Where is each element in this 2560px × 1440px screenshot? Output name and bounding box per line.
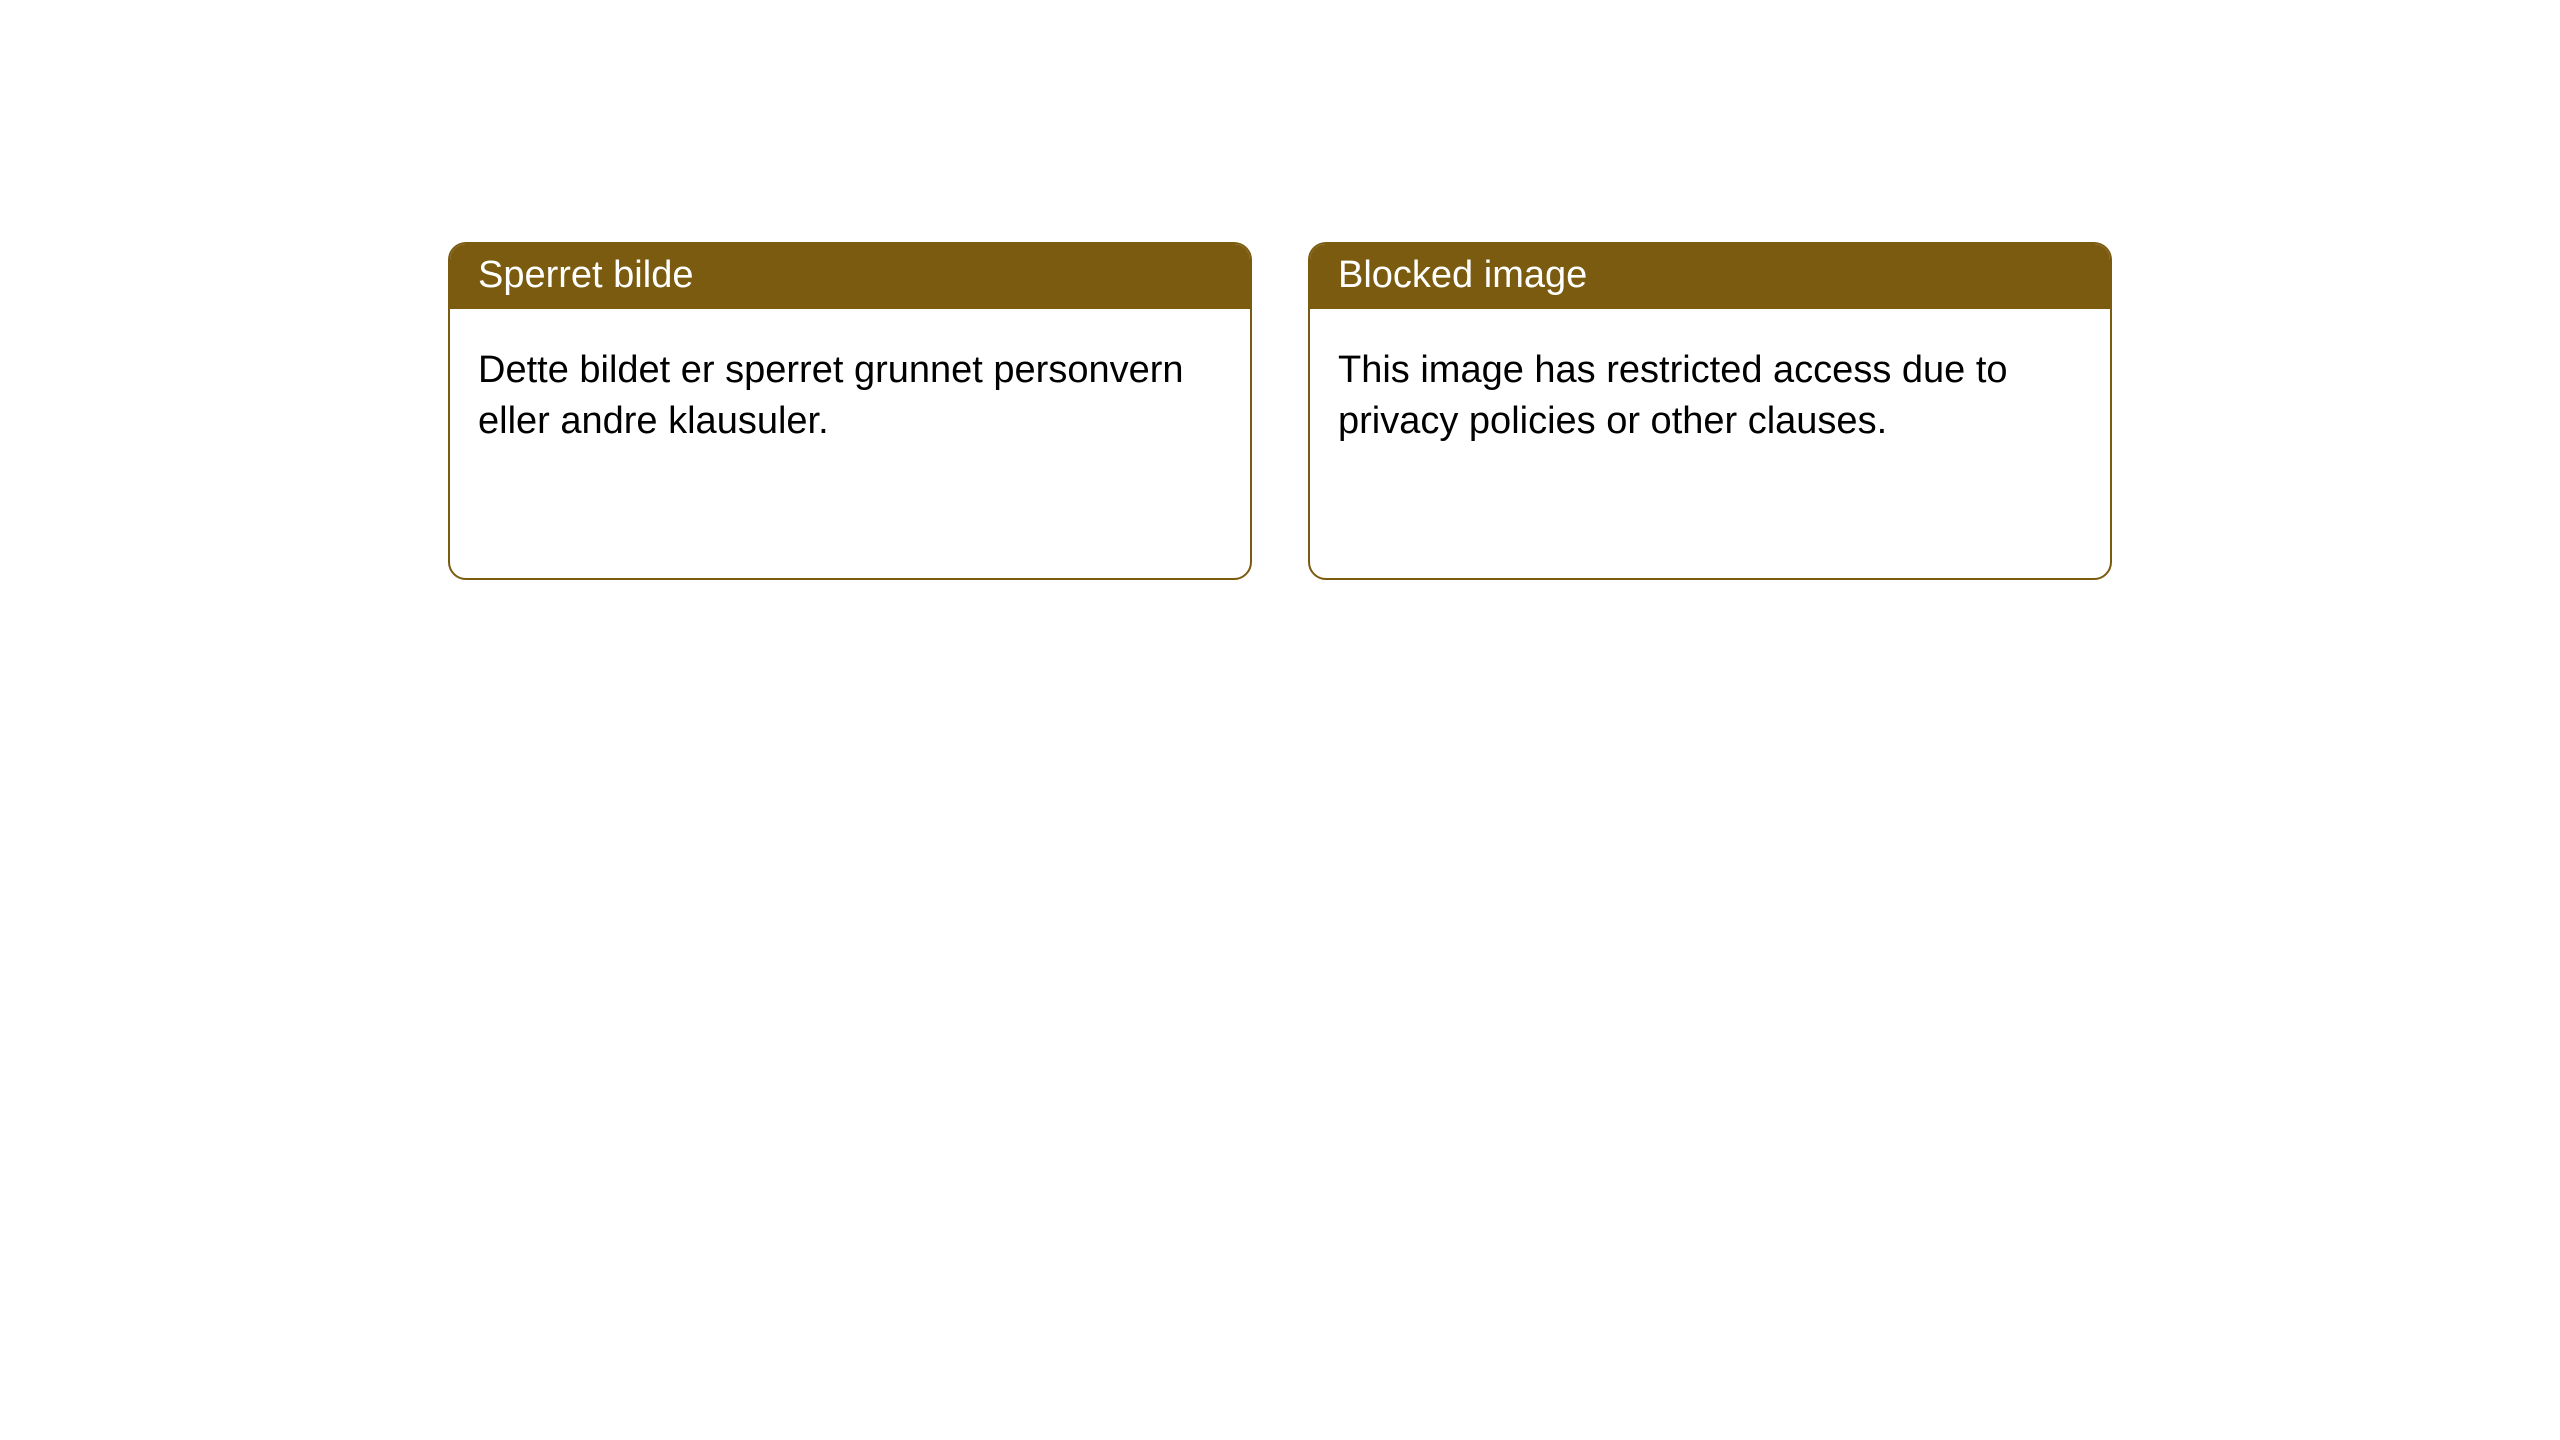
card-header-en: Blocked image bbox=[1310, 244, 2110, 309]
blocked-image-card-no: Sperret bilde Dette bildet er sperret gr… bbox=[448, 242, 1252, 580]
blocked-image-card-en: Blocked image This image has restricted … bbox=[1308, 242, 2112, 580]
card-header-no: Sperret bilde bbox=[450, 244, 1250, 309]
cards-container: Sperret bilde Dette bildet er sperret gr… bbox=[0, 0, 2560, 580]
card-body-en: This image has restricted access due to … bbox=[1310, 309, 2110, 476]
card-body-no: Dette bildet er sperret grunnet personve… bbox=[450, 309, 1250, 476]
